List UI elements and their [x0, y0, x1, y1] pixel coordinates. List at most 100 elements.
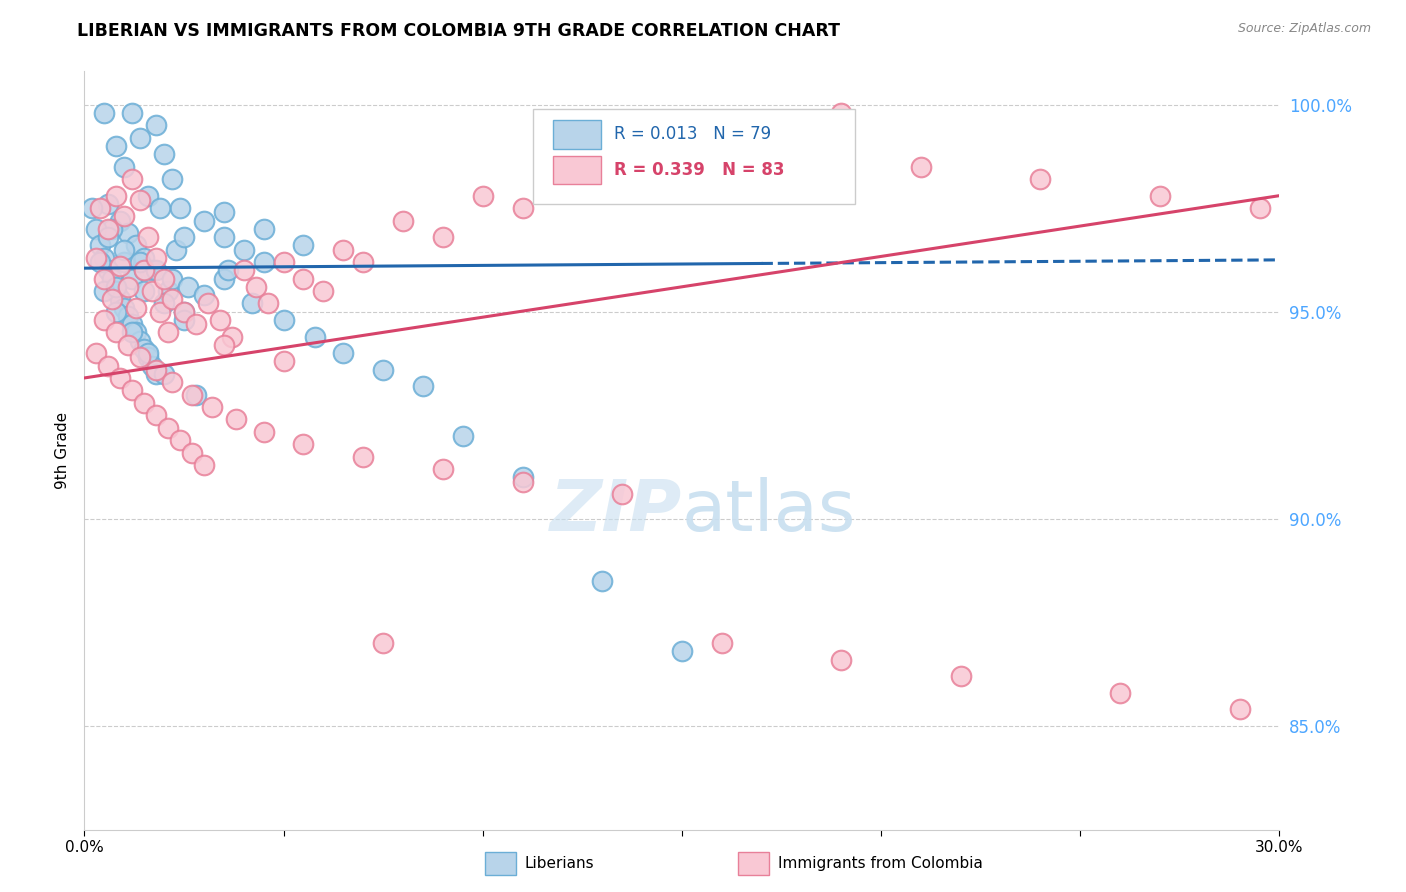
Point [145, 367, 167, 381]
Point [184, 317, 207, 331]
Point [136, 346, 159, 360]
Point [352, 255, 374, 269]
Point [97, 230, 120, 244]
Point [304, 329, 326, 343]
Y-axis label: 9th Grade: 9th Grade [55, 412, 70, 489]
Point [153, 296, 176, 310]
Point [165, 243, 187, 257]
Point [93, 284, 115, 298]
Point [225, 412, 247, 426]
Point [145, 118, 167, 132]
Point [169, 201, 191, 215]
Point [129, 193, 152, 207]
FancyBboxPatch shape [553, 155, 600, 185]
Point [105, 188, 128, 202]
Point [221, 329, 243, 343]
Point [471, 188, 494, 202]
Point [89, 238, 111, 252]
Point [157, 326, 180, 340]
Point [160, 172, 183, 186]
Point [612, 487, 634, 501]
Point [101, 292, 124, 306]
Point [129, 130, 152, 145]
Point [132, 396, 156, 410]
Point [193, 213, 215, 227]
Point [132, 263, 156, 277]
Point [181, 445, 204, 459]
Point [256, 296, 278, 310]
Point [352, 450, 374, 464]
Point [169, 433, 191, 447]
Point [392, 213, 415, 227]
Point [145, 409, 167, 423]
Point [212, 230, 235, 244]
Point [292, 238, 315, 252]
Point [93, 251, 115, 265]
Point [132, 284, 156, 298]
Point [157, 284, 180, 298]
Point [112, 243, 135, 257]
Point [121, 172, 143, 186]
Text: Source: ZipAtlas.com: Source: ZipAtlas.com [1237, 22, 1371, 36]
Point [292, 271, 315, 285]
Point [830, 105, 852, 120]
Point [591, 160, 613, 174]
Point [129, 334, 152, 348]
Point [197, 296, 219, 310]
Point [173, 230, 195, 244]
Point [1029, 172, 1052, 186]
Point [97, 359, 120, 373]
Point [830, 653, 852, 667]
Point [97, 263, 120, 277]
Point [312, 284, 335, 298]
Point [157, 420, 180, 434]
Point [112, 255, 135, 269]
Point [136, 230, 159, 244]
Point [232, 263, 254, 277]
Point [160, 271, 183, 285]
Point [132, 342, 156, 356]
Point [145, 263, 167, 277]
Point [153, 367, 176, 381]
Point [121, 326, 143, 340]
Point [93, 105, 115, 120]
Point [105, 284, 128, 298]
Point [105, 304, 128, 318]
Point [253, 222, 276, 236]
Point [129, 350, 152, 364]
Point [240, 296, 263, 310]
Point [631, 172, 654, 186]
Point [141, 263, 163, 277]
Point [451, 429, 474, 443]
Point [110, 292, 132, 306]
Point [125, 326, 148, 340]
Point [110, 371, 132, 385]
Point [551, 147, 574, 161]
Text: R = 0.013   N = 79: R = 0.013 N = 79 [614, 125, 770, 144]
Point [373, 636, 395, 650]
Point [112, 301, 135, 315]
Point [173, 304, 195, 318]
Point [110, 213, 132, 227]
Text: ZIP: ZIP [550, 476, 682, 546]
Point [145, 362, 167, 376]
Point [1149, 188, 1171, 202]
Text: LIBERIAN VS IMMIGRANTS FROM COLOMBIA 9TH GRADE CORRELATION CHART: LIBERIAN VS IMMIGRANTS FROM COLOMBIA 9TH… [77, 22, 841, 40]
Point [125, 238, 148, 252]
Point [121, 105, 143, 120]
Point [177, 280, 200, 294]
Point [132, 263, 156, 277]
Point [173, 313, 195, 327]
Text: R = 0.339   N = 83: R = 0.339 N = 83 [614, 161, 785, 179]
Text: Liberians: Liberians [524, 856, 595, 871]
Point [1109, 686, 1132, 700]
Point [160, 292, 183, 306]
Point [412, 379, 434, 393]
Point [112, 160, 135, 174]
Point [373, 362, 395, 376]
Point [121, 384, 143, 398]
Point [201, 400, 224, 414]
Point [751, 118, 773, 132]
Point [212, 205, 235, 219]
Point [1229, 702, 1251, 716]
